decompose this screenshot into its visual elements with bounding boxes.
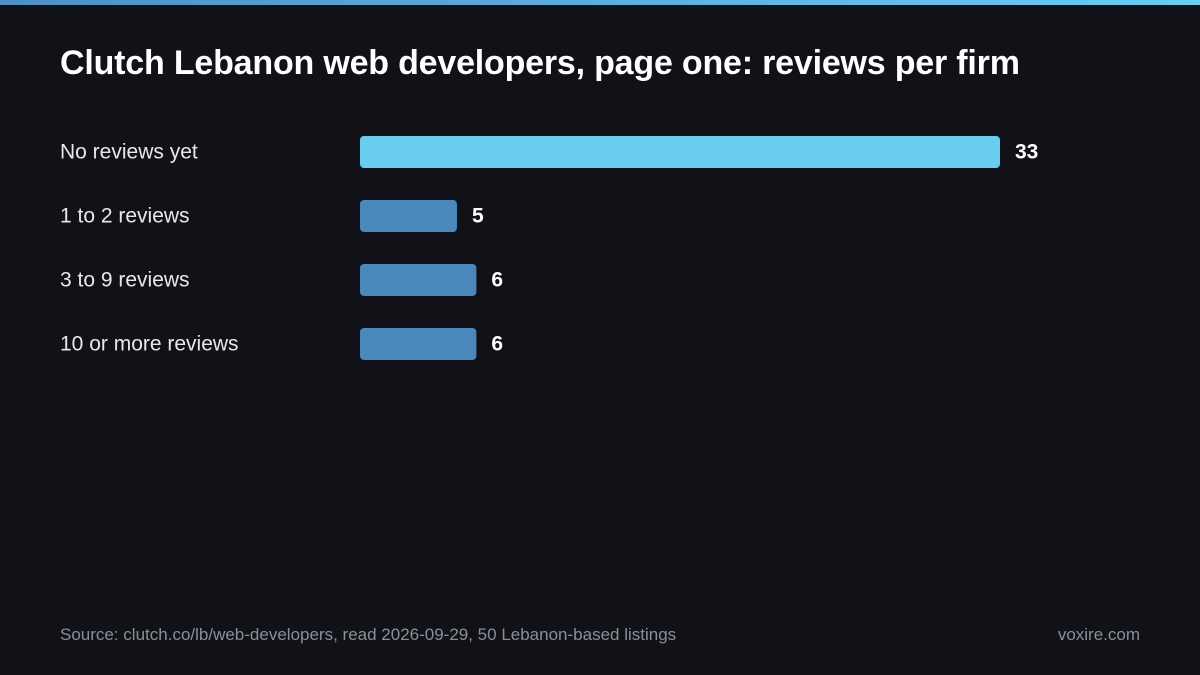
category-label: No reviews yet bbox=[60, 141, 198, 164]
bar bbox=[360, 136, 1000, 168]
category-label: 3 to 9 reviews bbox=[60, 269, 190, 292]
chart-title: Clutch Lebanon web developers, page one:… bbox=[60, 44, 1020, 82]
category-label: 1 to 2 reviews bbox=[60, 205, 190, 228]
bar bbox=[360, 264, 477, 296]
source-note: Source: clutch.co/lb/web-developers, rea… bbox=[60, 625, 677, 644]
brand-label: voxire.com bbox=[1057, 625, 1140, 644]
value-label: 6 bbox=[491, 333, 503, 356]
bar bbox=[360, 328, 477, 360]
value-label: 6 bbox=[491, 269, 503, 292]
category-label: 10 or more reviews bbox=[60, 333, 239, 356]
value-label: 33 bbox=[1015, 141, 1038, 164]
top-accent-line bbox=[0, 0, 1200, 5]
value-label: 5 bbox=[472, 205, 484, 228]
bar bbox=[360, 200, 457, 232]
